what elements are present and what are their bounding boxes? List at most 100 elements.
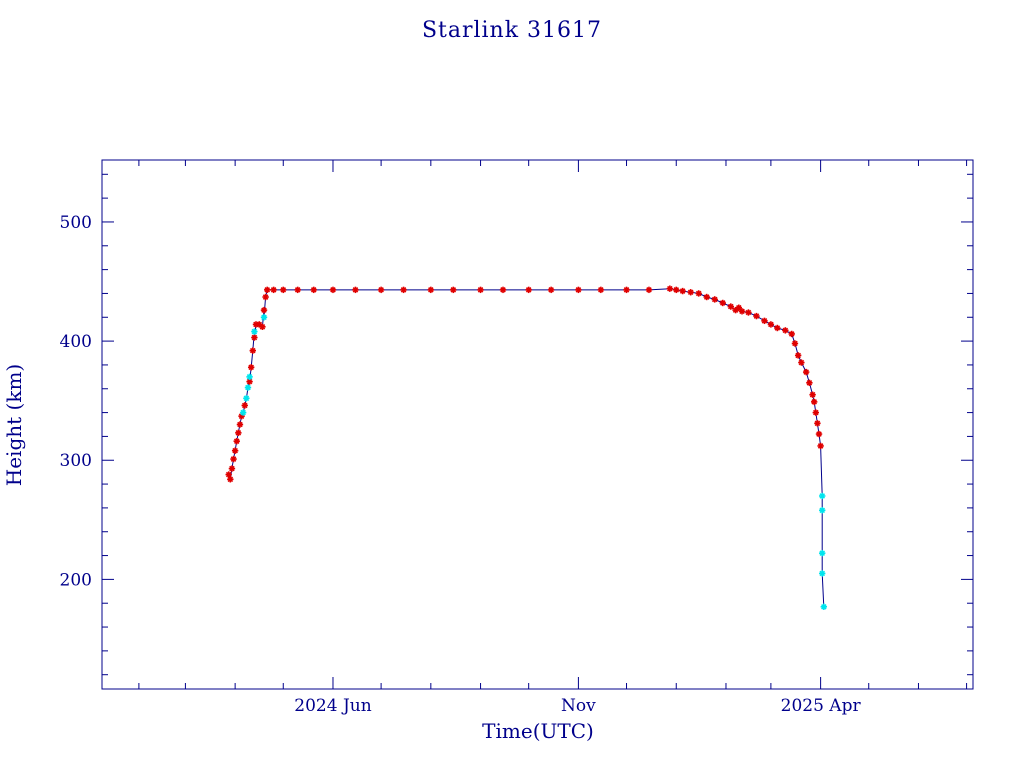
- y-tick-label: 500: [60, 213, 92, 233]
- y-axis-label: Height (km): [2, 364, 26, 486]
- star-stroke: [294, 287, 301, 293]
- star-stroke: [739, 308, 745, 315]
- data-point-observed: [499, 286, 507, 294]
- star-stroke: [819, 570, 826, 577]
- star-stroke: [782, 327, 789, 334]
- data-points: [225, 285, 828, 610]
- data-point-observed: [812, 409, 820, 416]
- star-stroke: [795, 352, 801, 359]
- axis-ticks: [102, 160, 973, 689]
- data-point-observed: [687, 289, 694, 296]
- data-point-predicted: [819, 507, 826, 514]
- data-point-observed: [623, 286, 630, 294]
- star-stroke: [235, 430, 242, 436]
- y-tick-label: 200: [60, 570, 92, 590]
- chart-title: Starlink 31617: [422, 18, 602, 43]
- star-stroke: [711, 296, 718, 303]
- x-tick-label: 2025 Apr: [781, 696, 862, 716]
- x-axis-label: Time(UTC): [482, 719, 594, 743]
- star-stroke: [249, 347, 256, 354]
- star-stroke: [788, 331, 795, 337]
- star-stroke: [280, 287, 287, 293]
- data-point-observed: [329, 286, 337, 294]
- star-stroke: [753, 313, 760, 319]
- data-point-observed: [400, 286, 407, 294]
- data-point-observed: [260, 306, 268, 314]
- x-tick-label: 2024 Jun: [294, 696, 371, 716]
- data-point-predicted: [246, 373, 253, 381]
- star-stroke: [477, 287, 484, 293]
- star-stroke: [719, 300, 726, 306]
- star-stroke: [667, 285, 673, 292]
- data-point-observed: [774, 324, 781, 332]
- star-stroke: [806, 379, 813, 386]
- star-stroke: [251, 328, 258, 335]
- data-point-observed: [427, 286, 435, 294]
- star-stroke: [703, 294, 710, 300]
- star-stroke: [428, 287, 434, 293]
- data-point-observed: [251, 334, 258, 341]
- data-point-observed: [817, 442, 824, 450]
- data-point-observed: [235, 429, 242, 437]
- data-point-observed: [767, 321, 775, 328]
- star-stroke: [745, 309, 752, 316]
- data-point-predicted: [260, 314, 268, 321]
- data-point-observed: [695, 290, 702, 297]
- trajectory-path: [228, 288, 825, 607]
- star-stroke: [241, 402, 248, 409]
- data-point-predicted: [243, 395, 250, 402]
- data-point-predicted: [819, 549, 826, 557]
- star-stroke: [400, 287, 407, 293]
- data-point-observed: [798, 359, 805, 366]
- star-stroke: [270, 287, 277, 293]
- star-stroke: [232, 447, 238, 454]
- star-stroke: [598, 287, 604, 293]
- star-stroke: [798, 359, 805, 366]
- star-stroke: [230, 456, 237, 462]
- star-stroke: [248, 364, 254, 371]
- data-point-observed: [233, 437, 240, 445]
- data-point-observed: [597, 286, 605, 294]
- star-stroke: [821, 603, 827, 610]
- data-point-observed: [761, 317, 768, 325]
- star-stroke: [246, 374, 253, 380]
- data-point-observed: [262, 293, 269, 301]
- data-point-observed: [280, 286, 287, 294]
- plot-border: [101, 159, 974, 690]
- data-point-observed: [270, 286, 277, 294]
- star-stroke: [264, 287, 271, 293]
- data-point-observed: [352, 286, 359, 294]
- star-stroke: [646, 287, 652, 293]
- data-point-observed: [673, 286, 680, 294]
- star-stroke: [256, 321, 263, 328]
- data-point-observed: [732, 306, 739, 314]
- data-point-predicted: [820, 603, 828, 610]
- data-point-observed: [547, 286, 555, 294]
- data-point-observed: [794, 352, 802, 359]
- star-stroke: [225, 471, 232, 478]
- data-point-predicted: [819, 492, 826, 500]
- data-point-observed: [228, 465, 236, 472]
- star-stroke: [262, 294, 269, 300]
- data-point-observed: [815, 430, 823, 438]
- star-stroke: [736, 304, 742, 311]
- data-point-observed: [814, 420, 821, 427]
- star-stroke: [687, 289, 694, 296]
- star-stroke: [227, 476, 234, 483]
- data-point-observed: [703, 293, 710, 301]
- star-stroke: [803, 369, 809, 375]
- star-stroke: [450, 287, 457, 293]
- star-stroke: [812, 409, 819, 416]
- star-stroke: [819, 507, 826, 514]
- star-stroke: [330, 287, 336, 293]
- data-point-observed: [810, 398, 818, 406]
- star-stroke: [261, 307, 267, 313]
- data-point-observed: [230, 455, 237, 463]
- star-stroke: [229, 465, 235, 472]
- plot-frame: [101, 159, 974, 690]
- star-stroke: [792, 340, 798, 347]
- data-point-observed: [802, 368, 810, 376]
- star-stroke: [378, 287, 384, 293]
- data-point-observed: [249, 347, 256, 354]
